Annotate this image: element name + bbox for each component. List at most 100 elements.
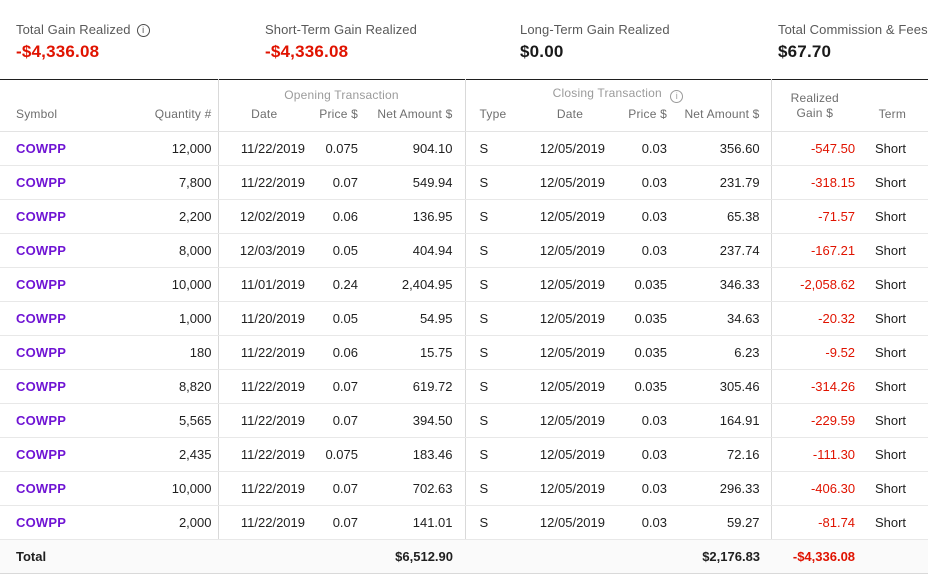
type-cell: S: [464, 199, 530, 234]
open-net-amount-cell: 549.94: [365, 165, 465, 200]
realized-gain-cell: -71.57: [770, 199, 863, 234]
symbol-link[interactable]: COWPP: [16, 277, 67, 292]
realized-gain-cell: -314.26: [770, 369, 863, 404]
symbol-link[interactable]: COWPP: [16, 379, 67, 394]
column-header-open-price: Price $: [310, 103, 365, 132]
open-price-cell: 0.06: [310, 335, 365, 370]
column-header-open-net-amount: Net Amount $: [365, 103, 465, 132]
summary-bar: Total Gain Realized i -$4,336.08 Short-T…: [0, 0, 928, 79]
open-date-cell: 12/03/2019: [217, 233, 310, 268]
gains-row: COWPP 2,200 12/02/2019 0.06 136.95 S 12/…: [0, 199, 928, 234]
total-closing-net-amount: $2,176.83: [672, 539, 772, 574]
quantity-cell: 2,200: [100, 199, 218, 234]
quantity-cell: 180: [100, 335, 218, 370]
quantity-cell: 12,000: [100, 131, 218, 166]
type-cell: S: [464, 267, 530, 302]
symbol-cell: COWPP: [0, 233, 100, 268]
summary-short-term-gain: Short-Term Gain Realized -$4,336.08: [265, 21, 520, 62]
symbol-link[interactable]: COWPP: [16, 209, 67, 224]
symbol-cell: COWPP: [0, 471, 100, 506]
symbol-link[interactable]: COWPP: [16, 175, 67, 190]
open-date-cell: 11/22/2019: [217, 335, 310, 370]
column-header-term: Term: [862, 79, 928, 132]
symbol-link[interactable]: COWPP: [16, 345, 67, 360]
gains-table: Symbol Quantity # Opening Transaction Cl…: [0, 79, 928, 574]
open-date-cell: 11/22/2019: [217, 505, 310, 540]
term-cell: Short: [862, 335, 928, 370]
gains-table-body: COWPP 12,000 11/22/2019 0.075 904.10 S 1…: [0, 131, 928, 540]
total-row: Total $6,512.90 $2,176.83 -$4,336.08: [0, 539, 928, 574]
summary-label: Long-Term Gain Realized: [520, 22, 670, 38]
realized-gain-cell: -111.30: [770, 437, 863, 472]
open-price-cell: 0.05: [310, 301, 365, 336]
gains-row: COWPP 2,435 11/22/2019 0.075 183.46 S 12…: [0, 437, 928, 472]
gains-row: COWPP 10,000 11/22/2019 0.07 702.63 S 12…: [0, 471, 928, 506]
empty-cell: [218, 539, 310, 574]
realized-gain-cell: -318.15: [770, 165, 863, 200]
symbol-link[interactable]: COWPP: [16, 243, 67, 258]
empty-cell: [610, 539, 672, 574]
open-date-cell: 12/02/2019: [217, 199, 310, 234]
close-price-cell: 0.03: [610, 403, 672, 438]
term-cell: Short: [862, 437, 928, 472]
realized-gain-cell: -2,058.62: [770, 267, 863, 302]
term-cell: Short: [862, 369, 928, 404]
summary-label: Short-Term Gain Realized: [265, 22, 417, 38]
gains-row: COWPP 8,820 11/22/2019 0.07 619.72 S 12/…: [0, 369, 928, 404]
info-icon[interactable]: i: [136, 23, 150, 37]
symbol-link[interactable]: COWPP: [16, 311, 67, 326]
symbol-link[interactable]: COWPP: [16, 447, 67, 462]
term-cell: Short: [862, 267, 928, 302]
open-date-cell: 11/22/2019: [217, 437, 310, 472]
open-price-cell: 0.07: [310, 369, 365, 404]
close-net-amount-cell: 296.33: [672, 471, 772, 506]
summary-label: Total Commission & Fees: [778, 22, 928, 38]
type-cell: S: [464, 335, 530, 370]
empty-cell: [862, 539, 928, 574]
open-price-cell: 0.05: [310, 233, 365, 268]
symbol-link[interactable]: COWPP: [16, 515, 67, 530]
closing-transaction-label: Closing Transaction: [552, 86, 662, 101]
open-net-amount-cell: 15.75: [365, 335, 465, 370]
symbol-cell: COWPP: [0, 199, 100, 234]
open-price-cell: 0.06: [310, 199, 365, 234]
type-cell: S: [464, 505, 530, 540]
open-price-cell: 0.07: [310, 505, 365, 540]
gains-row: COWPP 10,000 11/01/2019 0.24 2,404.95 S …: [0, 267, 928, 302]
close-net-amount-cell: 72.16: [672, 437, 772, 472]
open-date-cell: 11/20/2019: [217, 301, 310, 336]
open-net-amount-cell: 904.10: [365, 131, 465, 166]
term-cell: Short: [862, 505, 928, 540]
quantity-cell: 10,000: [100, 267, 218, 302]
type-cell: S: [464, 131, 530, 166]
realized-gain-cell: -20.32: [770, 301, 863, 336]
info-icon[interactable]: i: [670, 90, 684, 104]
type-cell: S: [464, 233, 530, 268]
open-net-amount-cell: 404.94: [365, 233, 465, 268]
gains-row: COWPP 8,000 12/03/2019 0.05 404.94 S 12/…: [0, 233, 928, 268]
symbol-link[interactable]: COWPP: [16, 481, 67, 496]
open-net-amount-cell: 2,404.95: [365, 267, 465, 302]
open-date-cell: 11/22/2019: [217, 131, 310, 166]
open-net-amount-cell: 619.72: [365, 369, 465, 404]
close-price-cell: 0.035: [610, 267, 672, 302]
close-price-cell: 0.03: [610, 505, 672, 540]
close-net-amount-cell: 237.74: [672, 233, 772, 268]
close-date-cell: 12/05/2019: [530, 233, 610, 268]
quantity-cell: 8,820: [100, 369, 218, 404]
symbol-cell: COWPP: [0, 131, 100, 166]
symbol-link[interactable]: COWPP: [16, 141, 67, 156]
total-label: Total: [0, 539, 100, 574]
close-net-amount-cell: 164.91: [672, 403, 772, 438]
close-net-amount-cell: 231.79: [672, 165, 772, 200]
close-price-cell: 0.035: [610, 301, 672, 336]
type-cell: S: [464, 437, 530, 472]
close-net-amount-cell: 356.60: [672, 131, 772, 166]
symbol-link[interactable]: COWPP: [16, 413, 67, 428]
realized-gain-cell: -406.30: [770, 471, 863, 506]
close-net-amount-cell: 65.38: [672, 199, 772, 234]
opening-transaction-group-header: Opening Transaction: [217, 79, 465, 104]
empty-cell: [310, 539, 365, 574]
close-price-cell: 0.03: [610, 437, 672, 472]
